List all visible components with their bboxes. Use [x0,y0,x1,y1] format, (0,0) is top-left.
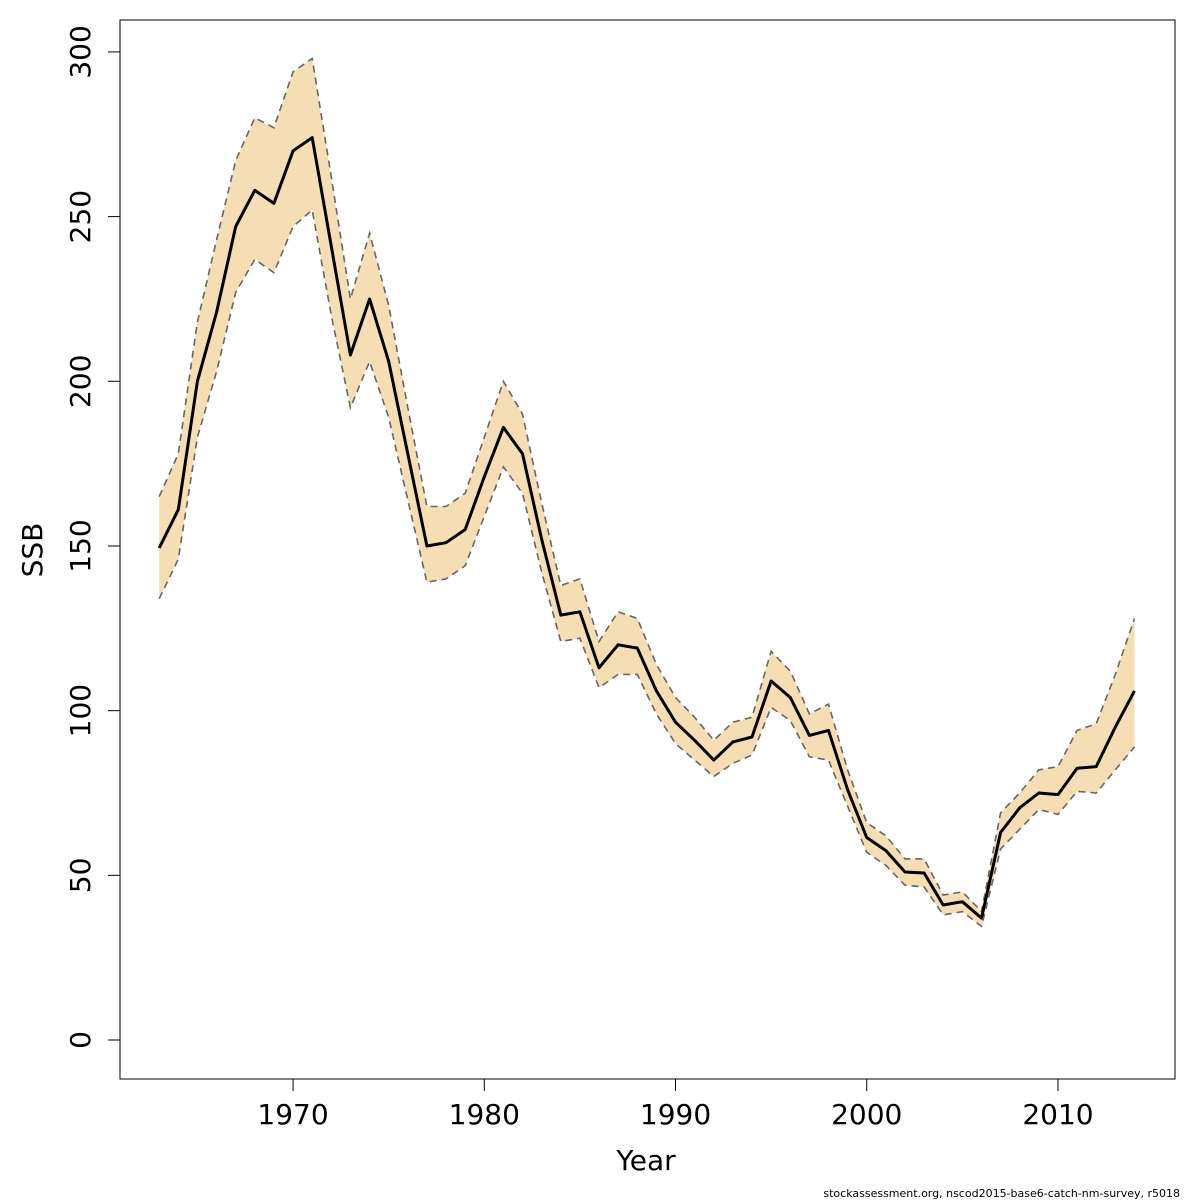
band-edge [158,57,1136,914]
y-axis-label: SSB [16,523,49,578]
x-axis-label: Year [615,1144,676,1177]
x-tick-label: 1990 [640,1098,711,1131]
y-tick-label: 200 [64,355,97,408]
x-tick-label: 2000 [831,1098,902,1131]
y-tick-label: 0 [64,1031,97,1049]
confidence-band [159,58,1135,927]
x-tick-label: 2010 [1022,1098,1093,1131]
y-tick-label: 250 [64,190,97,243]
band-edge [158,208,1136,928]
y-tick-label: 100 [64,684,97,737]
x-tick-label: 1980 [449,1098,520,1131]
y-tick-label: 150 [64,519,97,572]
y-tick-label: 50 [64,858,97,894]
line [157,136,1136,920]
y-tick-label: 300 [64,25,97,78]
x-tick-label: 1970 [257,1098,328,1131]
footer: stockassessment.org, nscod2015-base6-cat… [823,1187,1180,1200]
